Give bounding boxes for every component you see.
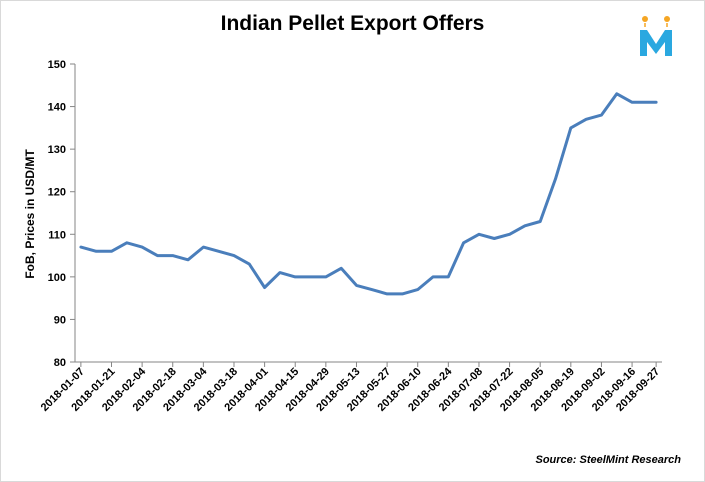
y-tick-label: 140 (48, 102, 66, 114)
y-tick-label: 90 (54, 314, 66, 326)
source-note: Source: SteelMint Research (535, 454, 682, 466)
logo-flame-left (642, 16, 648, 27)
y-tick-label: 80 (54, 357, 66, 369)
steelmint-logo-icon (640, 16, 672, 56)
logo-m-shape (640, 30, 672, 56)
logo-flame-right (664, 16, 670, 27)
y-tick-label: 100 (48, 272, 66, 284)
y-tick-label: 130 (48, 144, 66, 156)
series-line (79, 92, 658, 296)
y-tick-label: 150 (48, 59, 66, 71)
y-tick-label: 110 (48, 229, 66, 241)
chart-title: Indian Pellet Export Offers (220, 12, 485, 35)
y-tick-label: 120 (48, 187, 66, 199)
